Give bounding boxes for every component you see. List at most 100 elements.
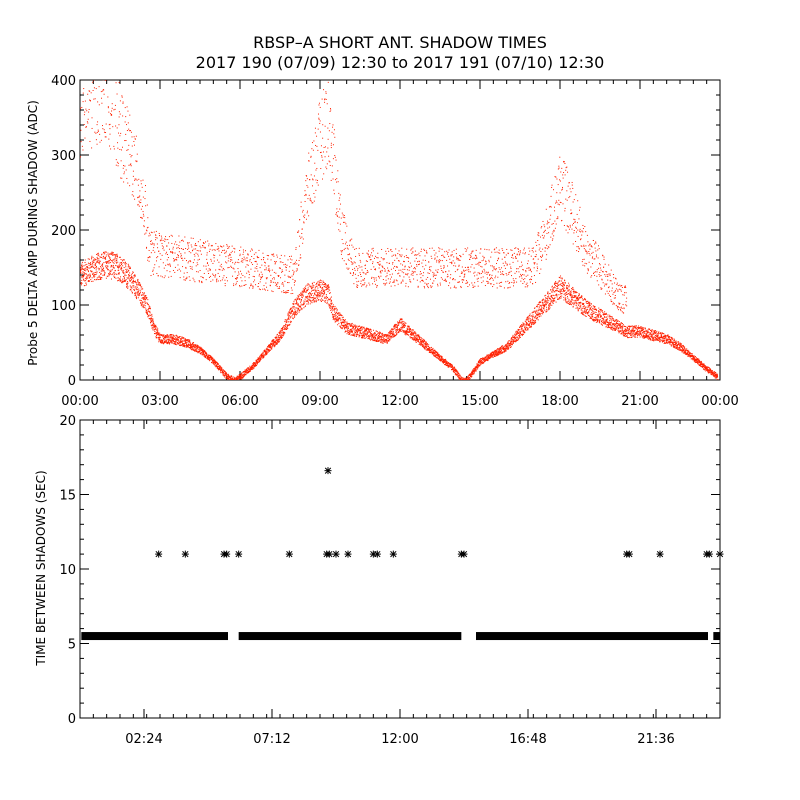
data-point [368,337,370,339]
data-point [246,370,248,372]
data-point [432,349,434,351]
data-point [131,282,133,284]
data-point [532,311,534,313]
data-point [287,314,289,316]
data-point [422,344,424,346]
data-point [170,339,172,341]
data-point [314,287,316,289]
data-point [85,280,87,282]
data-point [534,321,536,323]
data-point [254,362,256,364]
data-point [84,268,86,270]
data-point [474,369,476,371]
data-point [421,342,423,344]
data-point [382,333,384,335]
data-point [81,267,83,269]
data-point [133,280,135,282]
data-point [386,339,388,341]
data-point [434,353,436,355]
data-point [267,350,269,352]
data-point [320,284,322,286]
data-point [155,336,157,338]
data-point [553,298,555,300]
data-point [539,304,541,306]
data-point [194,347,196,349]
data-point [187,345,189,347]
data-point [475,370,477,372]
data-point [304,301,306,303]
data-point [521,330,523,332]
data-point [582,299,584,301]
x-tick-label: 09:00 [301,394,338,409]
data-point [107,275,109,277]
data-point [343,322,345,324]
data-point [453,367,455,369]
data-point [397,324,399,326]
data-point [515,338,517,340]
data-point [204,354,206,356]
data-point [204,356,206,358]
data-point [399,322,401,324]
data-point [414,337,416,339]
data-point [92,265,94,267]
data-point [317,297,319,299]
data-point [270,346,272,348]
data-point [305,296,307,298]
data-point [331,300,333,302]
data-point [441,356,443,358]
data-point [395,329,397,331]
data-point [326,285,328,287]
data-point [276,339,278,341]
data-point [379,338,381,340]
data-point [300,299,302,301]
data-point [275,339,277,341]
data-point [185,345,187,347]
data-point [485,358,487,360]
data-point [202,349,204,351]
data-point [92,263,94,265]
data-point [393,328,395,330]
data-point [300,303,302,305]
data-point [489,355,491,357]
data-point [87,271,89,273]
data-point [444,360,446,362]
data-point [372,335,374,337]
data-point [334,318,336,320]
data-point [143,304,145,306]
data-point [454,370,456,372]
data-point [548,296,550,298]
data-point [548,303,550,305]
data-point [364,328,366,330]
data-point [270,345,272,347]
data-point [403,325,405,327]
data-point [168,340,170,342]
data-point [110,252,112,254]
data-point [406,329,408,331]
data-point [177,343,179,345]
data-point [98,278,100,280]
data-point [413,329,415,331]
data-point [167,335,169,337]
data-point [304,306,306,308]
data-point [185,342,187,344]
data-point [350,325,352,327]
data-point [123,280,125,282]
data-point [528,323,530,325]
data-point [178,338,180,340]
data-point [347,325,349,327]
data-point [97,252,99,254]
data-point [243,373,245,375]
data-point [535,315,537,317]
data-point [215,364,217,366]
data-point [514,340,516,342]
data-point [528,321,530,323]
data-point [141,303,143,305]
data-point [107,266,109,268]
data-point [242,374,244,376]
data-point [285,326,287,328]
data-point [287,318,289,320]
data-point [108,274,110,276]
data-point [321,287,323,289]
data-point [137,291,139,293]
data-point [431,353,433,355]
